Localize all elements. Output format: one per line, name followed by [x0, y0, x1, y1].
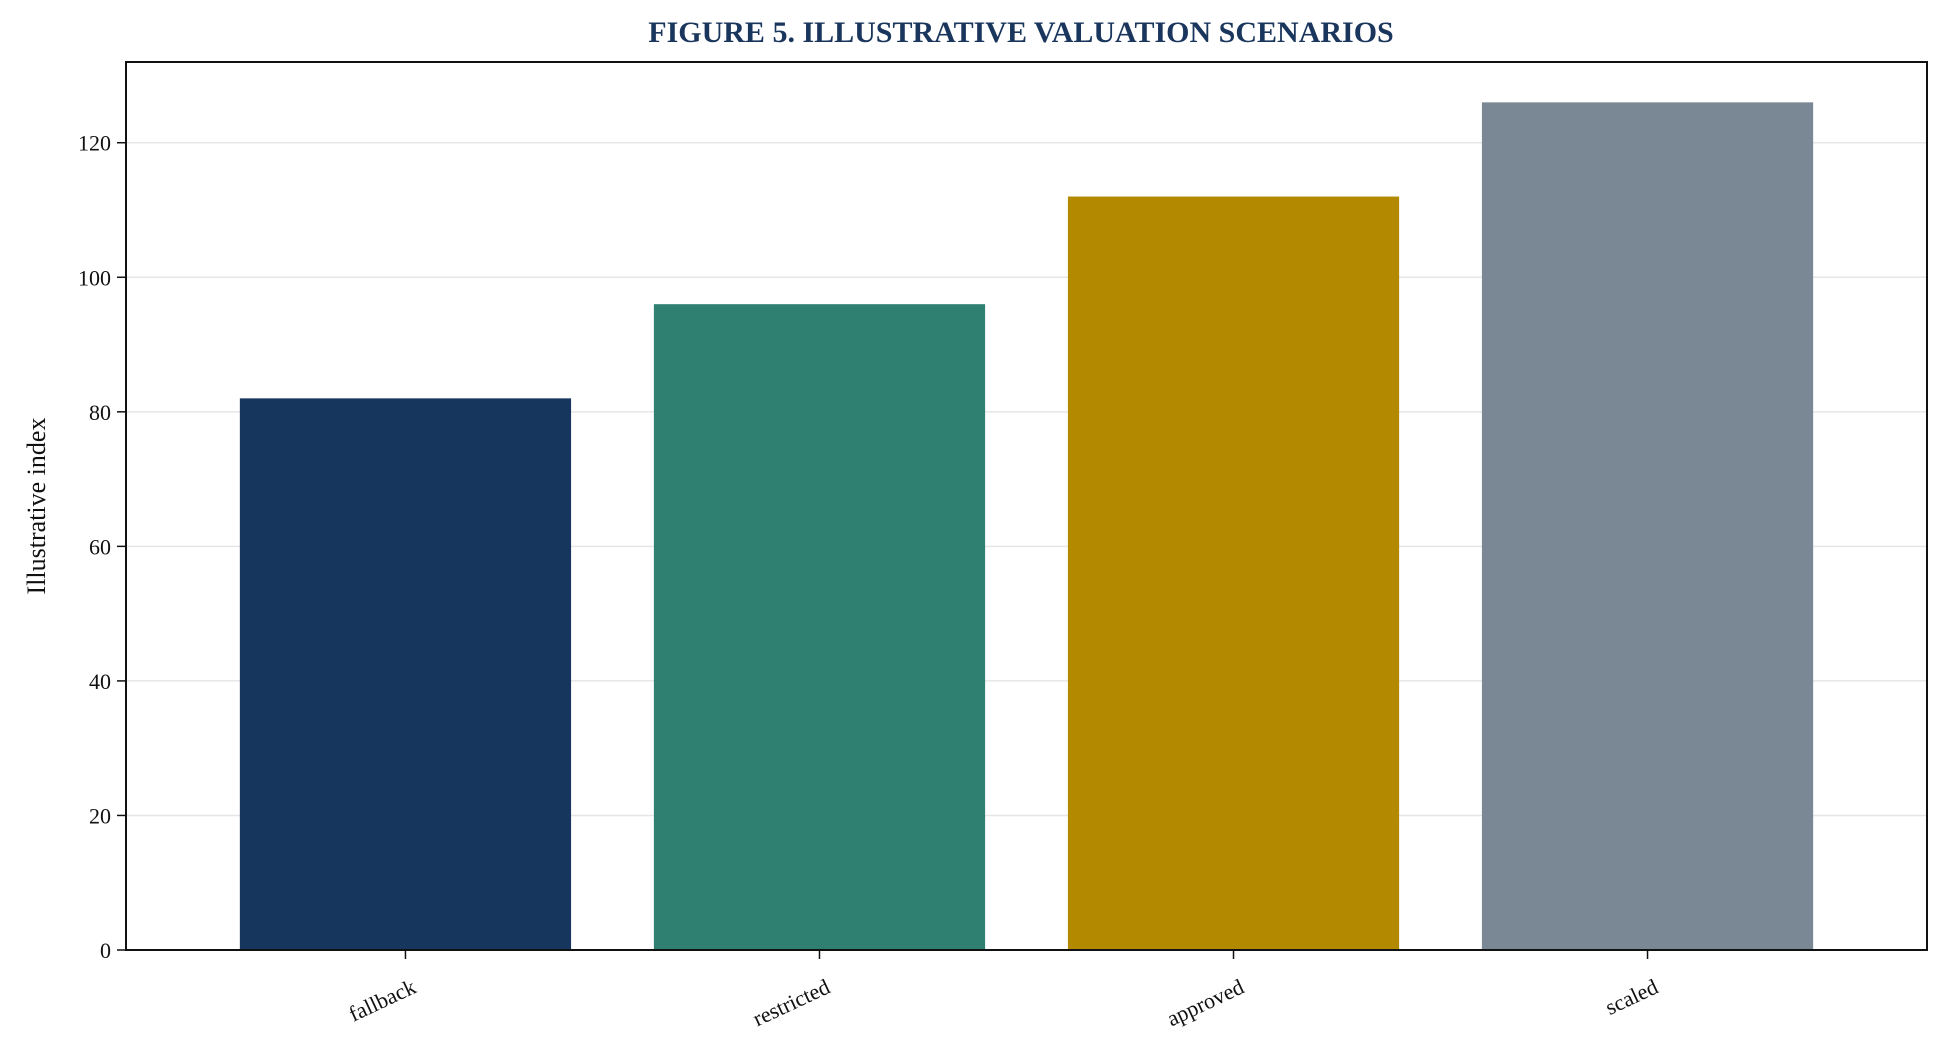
y-tick-label: 120	[78, 131, 111, 156]
y-tick-label: 0	[100, 938, 111, 963]
x-tick-label-fallback: fallback	[345, 974, 420, 1027]
x-tick-label-scaled: scaled	[1601, 974, 1661, 1020]
y-tick-label: 100	[78, 265, 111, 290]
x-tick-label-restricted: restricted	[749, 974, 834, 1031]
plot-frame	[125, 61, 1928, 951]
y-tick-label: 60	[89, 534, 111, 559]
y-axis-ticks: 0 20 40 60 80 100 120	[78, 131, 126, 963]
bars	[239, 102, 1814, 950]
x-tick-label-approved: approved	[1163, 974, 1248, 1031]
bar-restricted	[653, 304, 986, 950]
y-tick-label: 40	[89, 669, 111, 694]
x-axis-ticks: fallback restricted approved scaled	[345, 950, 1662, 1031]
bar-approved	[1067, 196, 1400, 950]
y-axis-label: Illustrative index	[22, 418, 51, 595]
bar-fallback	[239, 398, 572, 950]
y-tick-label: 80	[89, 400, 111, 425]
y-tick-label: 20	[89, 803, 111, 828]
chart-title: FIGURE 5. ILLUSTRATIVE VALUATION SCENARI…	[648, 16, 1393, 49]
bar-scaled	[1481, 102, 1814, 950]
